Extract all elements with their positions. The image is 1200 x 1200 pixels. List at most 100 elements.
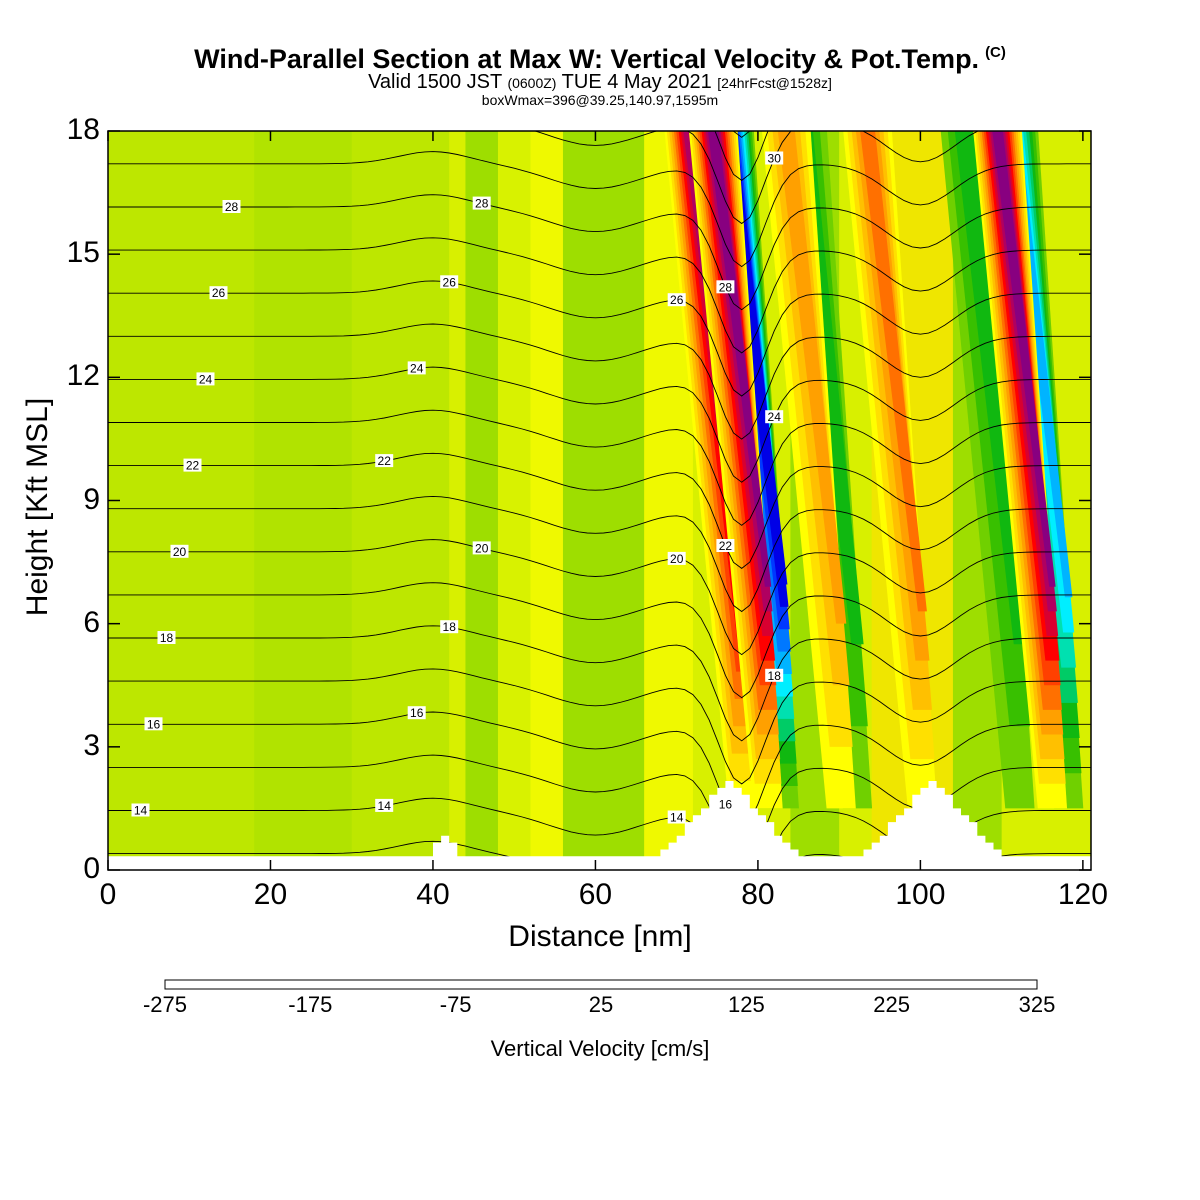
- y-tick-label: 9: [83, 482, 100, 516]
- isentrope: [108, 409, 1091, 526]
- isentrope: [108, 452, 1091, 569]
- svg-text:14: 14: [134, 804, 148, 818]
- contour-label: 24: [407, 361, 426, 375]
- contour-label: 22: [183, 458, 202, 473]
- colorbar-tick-label: 225: [873, 992, 911, 1017]
- x-tick-label: 100: [895, 878, 946, 911]
- vertical-velocity-field: [108, 131, 1091, 870]
- contour-label: 22: [375, 454, 394, 468]
- contour-label: 16: [144, 717, 163, 731]
- contour-label: 28: [222, 200, 241, 214]
- contour-label: 18: [440, 620, 459, 634]
- isentrope: [108, 495, 1091, 613]
- colorbar-tick-label: 325: [1018, 992, 1056, 1017]
- velocity-band: [992, 131, 1056, 587]
- colorbar-tick-label: -175: [288, 992, 333, 1017]
- svg-text:26: 26: [670, 293, 684, 307]
- y-tick-label: 18: [66, 113, 100, 146]
- svg-text:20: 20: [475, 541, 489, 555]
- svg-text:14: 14: [378, 799, 392, 813]
- isentrope: [108, 0, 1091, 51]
- svg-text:18: 18: [768, 669, 782, 683]
- isentrope: [533, 131, 980, 225]
- velocity-band: [860, 131, 927, 612]
- x-tick-label: 120: [1057, 878, 1108, 911]
- chart-box-info: boxWmax=396@39.25,140.97,1595m: [481, 92, 719, 108]
- contour-label: 26: [209, 286, 228, 300]
- velocity-band: [707, 131, 772, 587]
- svg-text:20: 20: [173, 545, 187, 559]
- contour-label: 24: [765, 410, 784, 424]
- velocity-band: [777, 131, 847, 624]
- svg-text:16: 16: [719, 798, 733, 812]
- contour-label: 14: [375, 798, 394, 813]
- svg-text:28: 28: [719, 280, 733, 294]
- colorbar-tick-label: 125: [727, 992, 765, 1017]
- y-tick-label: 15: [66, 236, 100, 270]
- y-tick-label: 0: [83, 852, 100, 885]
- colorbar-tick-label: -75: [439, 992, 472, 1017]
- contour-labels: 14 14 14 16 16 16 18 18 18 20 20 20 22 22 22 24 24 24 26 26…: [131, 151, 784, 825]
- x-tick-label: 60: [578, 878, 613, 911]
- svg-text:24: 24: [410, 361, 424, 375]
- contour-label: 30: [765, 151, 784, 166]
- chart-title: Wind-Parallel Section at Max W: Vertical…: [194, 44, 1006, 74]
- isentrope: [108, 366, 1091, 483]
- terrain: [108, 781, 1091, 870]
- contour-label: 24: [196, 372, 215, 386]
- isentrope: [108, 582, 1091, 699]
- svg-text:26: 26: [443, 275, 457, 289]
- contour-label: 18: [765, 668, 784, 683]
- y-tick-label: 3: [83, 728, 100, 762]
- svg-text:24: 24: [768, 410, 782, 424]
- field-weak-zone: [562, 131, 645, 870]
- svg-text:20: 20: [670, 552, 684, 566]
- isentrope: [732, 131, 751, 138]
- terrain-mask: [108, 781, 1091, 870]
- field-weak-zone: [254, 131, 450, 870]
- isentrope: [108, 194, 1091, 311]
- chart-valid-time: Valid 1500 JST (0600Z) TUE 4 May 2021 [2…: [368, 71, 832, 93]
- svg-text:14: 14: [670, 811, 684, 825]
- x-tick-label: 0: [99, 878, 117, 911]
- contour-label: 14: [131, 803, 150, 818]
- isentrope: [108, 0, 1091, 8]
- svg-text:22: 22: [186, 459, 200, 473]
- contour-label: 16: [716, 797, 735, 812]
- x-axis-label: Distance [nm]: [508, 920, 692, 953]
- contour-label: 28: [472, 196, 491, 211]
- contour-label: 14: [667, 810, 686, 825]
- svg-text:30: 30: [768, 152, 782, 166]
- svg-text:18: 18: [443, 620, 457, 634]
- x-tick-label: 40: [416, 878, 450, 911]
- contour-label: 16: [407, 706, 426, 720]
- isentrope: [108, 840, 1091, 870]
- contour-label: 22: [716, 539, 735, 553]
- contour-label: 26: [667, 293, 686, 307]
- y-tick-label: 6: [83, 605, 100, 639]
- isentrope: [108, 323, 1091, 440]
- svg-text:28: 28: [475, 197, 489, 211]
- svg-text:18: 18: [160, 631, 174, 645]
- svg-text:26: 26: [212, 286, 226, 300]
- contour-label: 28: [716, 280, 735, 294]
- contour-label: 20: [472, 541, 491, 555]
- colorbar-tick-label: -275: [142, 992, 188, 1017]
- colorbar-tick-label: 25: [588, 992, 614, 1017]
- contour-label: 18: [157, 631, 176, 645]
- y-tick-label: 12: [66, 359, 100, 393]
- isentrope: [108, 625, 1091, 742]
- isentrope: [108, 539, 1091, 656]
- isentrope: [108, 668, 1091, 785]
- svg-text:22: 22: [378, 454, 392, 468]
- svg-text:24: 24: [199, 372, 213, 386]
- isentrope: [108, 151, 1091, 268]
- svg-text:22: 22: [719, 539, 733, 553]
- isentrope: [108, 280, 1091, 397]
- axis-ticks: [107, 130, 1091, 871]
- isentrope: [108, 711, 1091, 828]
- velocity-band: [954, 131, 1027, 645]
- svg-text:16: 16: [410, 706, 424, 720]
- svg-text:28: 28: [225, 200, 239, 214]
- isentrope: [108, 237, 1091, 354]
